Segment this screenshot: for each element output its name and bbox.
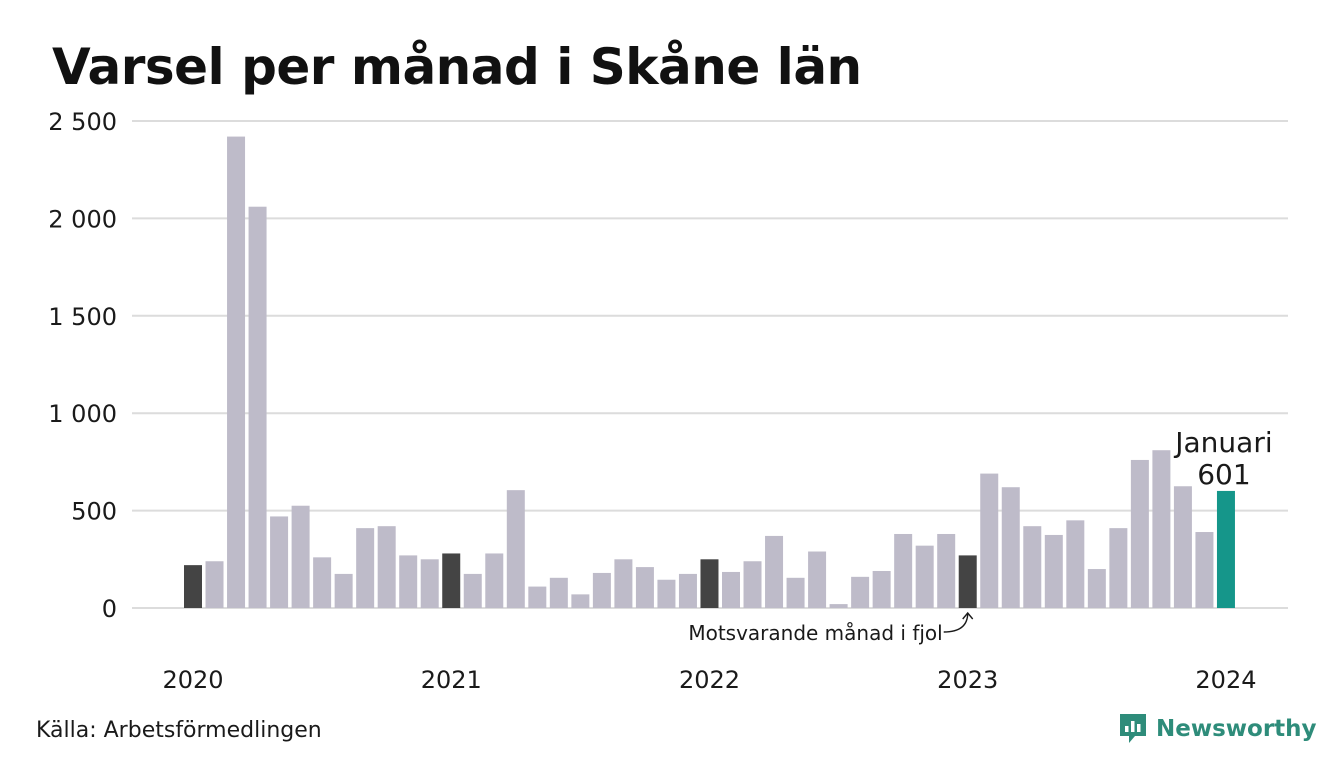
x-tick-label: 2020 [162, 666, 223, 694]
bar [270, 516, 289, 608]
bar [1109, 528, 1128, 608]
y-tick-label: 2 000 [48, 205, 117, 233]
bar [549, 577, 568, 608]
bar [722, 571, 740, 608]
bar [678, 573, 697, 608]
current-month-label: Januari [1173, 426, 1272, 459]
bar [635, 567, 654, 608]
y-tick-label: 2 500 [48, 108, 117, 136]
bar [829, 604, 848, 608]
bar [420, 559, 439, 608]
bar [1130, 459, 1149, 608]
bar [614, 559, 633, 608]
y-tick-label: 0 [102, 595, 117, 623]
x-tick-label: 2024 [1195, 666, 1256, 694]
y-tick-label: 500 [71, 498, 117, 526]
bar [1044, 534, 1063, 608]
bar [463, 573, 482, 608]
bar [915, 545, 934, 608]
bar [1066, 520, 1085, 608]
bar [657, 579, 676, 608]
chart-title: Varsel per månad i Skåne län [52, 38, 862, 96]
bar [356, 528, 375, 608]
bar [1087, 569, 1106, 608]
bar [1173, 486, 1192, 608]
annotation-arrowhead-icon [962, 611, 974, 620]
bar [571, 594, 590, 608]
bar [808, 551, 827, 608]
bar [377, 526, 396, 608]
bar [592, 572, 611, 608]
bar [851, 576, 870, 608]
brand-name: Newsworthy [1156, 716, 1317, 742]
bar [743, 561, 762, 608]
bar [980, 473, 999, 608]
bar [894, 533, 913, 608]
x-tick-label: 2023 [937, 666, 998, 694]
brand-logo[interactable]: Newsworthy [1118, 712, 1317, 746]
current-month-value: 601 [1197, 458, 1250, 491]
bar [399, 555, 418, 608]
source-note: Källa: Arbetsförmedlingen [36, 718, 322, 743]
bars [184, 136, 1235, 608]
annotation-arrow-icon [943, 612, 969, 633]
bar [872, 570, 891, 608]
bar [765, 535, 784, 608]
bar [227, 136, 246, 608]
bar [700, 559, 719, 608]
bar [485, 553, 504, 608]
bar [205, 561, 224, 608]
bar [528, 586, 547, 608]
bar [506, 490, 525, 608]
newsworthy-logo-icon [1120, 714, 1146, 743]
bar [958, 555, 977, 608]
bar [291, 505, 310, 608]
bar [334, 573, 353, 608]
x-tick-label: 2022 [679, 666, 740, 694]
bar [1023, 526, 1042, 608]
bar [786, 577, 805, 608]
bar [1216, 490, 1235, 608]
y-tick-label: 1 500 [48, 303, 117, 331]
x-tick-label: 2021 [421, 666, 482, 694]
bar [1152, 450, 1171, 608]
y-axis-ticks: 0 500 1 000 1 500 2 000 2 500 [48, 108, 117, 623]
bar [1195, 532, 1214, 608]
same-month-last-year-label: Motsvarande månad i fjol [688, 621, 942, 645]
x-axis-ticks: 2020 2021 2022 2023 2024 [162, 666, 1256, 694]
bar [442, 553, 461, 608]
bar [937, 533, 956, 608]
bar [248, 206, 267, 608]
y-tick-label: 1 000 [48, 400, 117, 428]
bar [1001, 487, 1020, 608]
bar [184, 565, 202, 608]
bar [313, 557, 332, 608]
annotations: Januari 601 Motsvarande månad i fjol [688, 426, 1272, 645]
